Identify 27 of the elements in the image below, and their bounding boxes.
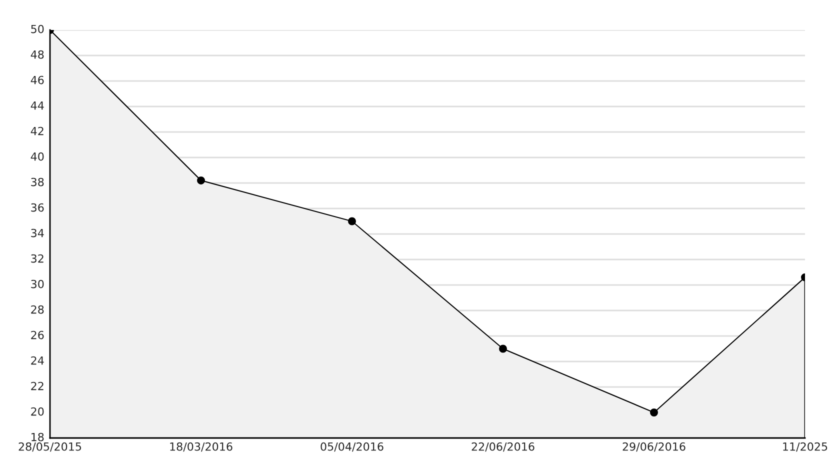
point bbox=[499, 344, 507, 353]
y-tick-label: 24 bbox=[31, 356, 44, 365]
y-tick-label: 32 bbox=[31, 254, 44, 263]
y-tick-label: 28 bbox=[31, 305, 44, 314]
y-tick-label: 26 bbox=[31, 330, 44, 340]
point bbox=[197, 176, 205, 184]
y-tick-label: 34 bbox=[31, 228, 44, 238]
x-tick-label: 18/03/2016 bbox=[170, 442, 232, 452]
x-tick-label: 05/04/2016 bbox=[320, 442, 384, 452]
y-tick-label: 20 bbox=[31, 407, 44, 416]
y-tick-label: 36 bbox=[31, 203, 44, 212]
point bbox=[348, 217, 356, 226]
y-tick-label: 42 bbox=[30, 126, 44, 136]
y-tick-label: 38 bbox=[31, 178, 44, 186]
y-tick-label: 30 bbox=[31, 280, 44, 288]
y-tick-label: 44 bbox=[30, 101, 44, 110]
y-tick-label: 40 bbox=[30, 152, 44, 161]
y-tick-label: 50 bbox=[31, 24, 44, 34]
x-tick-label: 11/2025 bbox=[783, 442, 828, 452]
point bbox=[650, 408, 658, 416]
y-tick-label: 46 bbox=[30, 76, 44, 84]
y-tick-label: 48 bbox=[30, 50, 44, 59]
x-tick-label: 22/06/2016 bbox=[472, 442, 534, 452]
x-tick-label: 29/06/2016 bbox=[622, 442, 686, 452]
x-tick-label: 28/05/2015 bbox=[18, 442, 82, 452]
y-tick-label: 22 bbox=[31, 382, 44, 390]
y-tick-label: 18 bbox=[32, 432, 44, 442]
